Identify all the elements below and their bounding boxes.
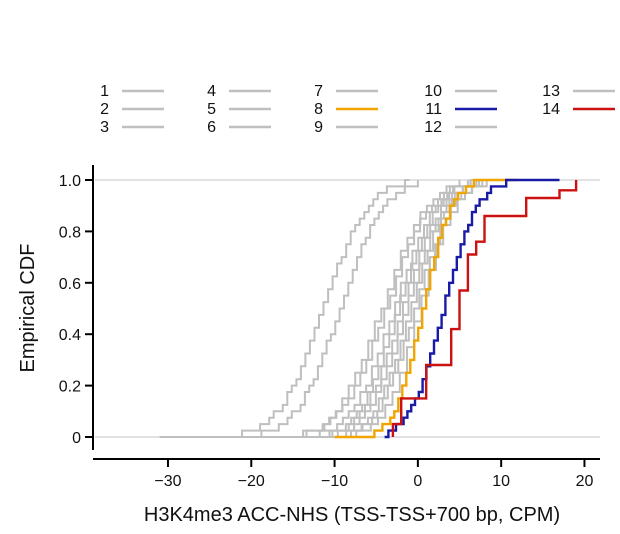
axes: 0 0.2 0.4 0.6 0.8 1.0 −30 −20 −10 0 10 20 [59,165,600,490]
legend-label-11: 11 [425,101,442,118]
legend-label-5: 5 [207,101,216,118]
y-tick-label: 0 [72,430,81,447]
series-8-line [334,178,518,439]
y-tick-label: 1.0 [59,173,81,190]
series-11-line [384,178,560,439]
y-tick-label: 0.8 [59,224,81,241]
series-13-line [168,179,502,438]
x-axis-label: H3K4me3 ACC-NHS (TSS-TSS+700 bp, CPM) [144,504,560,526]
x-tick-label: 0 [413,473,422,490]
y-axis-label: Empirical CDF [17,244,39,373]
legend-label-8: 8 [314,101,323,118]
legend-label-12: 12 [424,119,442,136]
y-tick-label: 0.6 [59,276,81,293]
x-tick-label: −10 [321,473,348,490]
plot-area [95,178,600,439]
y-tick-label: 0.4 [59,327,81,344]
series-14-line [391,180,578,437]
legend-label-2: 2 [100,101,109,118]
legend-label-13: 13 [542,83,560,100]
legend-label-4: 4 [207,83,216,100]
legend-label-14: 14 [542,101,560,118]
x-tick-label: 10 [492,473,510,490]
legend-label-1: 1 [100,83,109,100]
x-tick-label: −20 [238,473,265,490]
series-2-line [217,180,419,438]
series-1-line [201,179,410,438]
legend-label-6: 6 [207,119,216,136]
y-tick-label: 0.2 [59,379,81,396]
x-tick-label: 20 [576,473,594,490]
legend-label-3: 3 [100,119,109,136]
x-tick-label: −30 [154,473,181,490]
legend-label-9: 9 [314,119,323,136]
legend-label-10: 10 [424,83,442,100]
legend-label-7: 7 [314,83,323,100]
